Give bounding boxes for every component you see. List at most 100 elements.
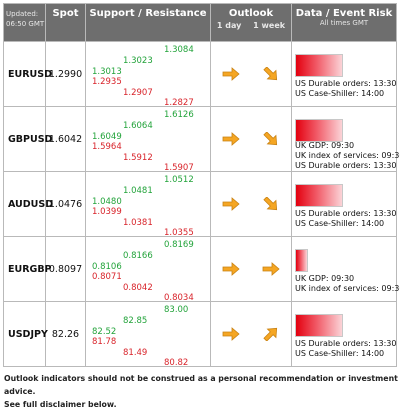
outlook-cell bbox=[210, 41, 292, 107]
support-1-value: 1.2935 bbox=[92, 77, 122, 87]
spot-value: 0.8097 bbox=[45, 236, 86, 302]
all-times-gmt-label: All times GMT bbox=[319, 19, 369, 27]
support-2-value: 1.5912 bbox=[123, 153, 153, 163]
support-3-value: 1.2827 bbox=[164, 98, 194, 108]
resistance-2-value: 1.3023 bbox=[123, 56, 153, 66]
event-item: US Durable orders: 13:30 bbox=[295, 161, 397, 170]
resistance-1-value: 1.0480 bbox=[92, 197, 122, 207]
table-body: EURUSD 1.2990 1.3084 1.3023 1.3013 1.2935 1.29… bbox=[3, 41, 400, 368]
updated-cell: Updated: 06:50 GMT bbox=[3, 3, 46, 42]
outlook-cell bbox=[210, 171, 292, 237]
outlook-cell bbox=[210, 106, 292, 172]
spot-header-label: Spot bbox=[52, 8, 79, 19]
support-resistance-cell: 0.8169 0.8166 0.8106 0.8071 0.8042 0.8034 bbox=[85, 236, 211, 303]
risk-level-bar bbox=[295, 119, 343, 142]
resistance-1-value: 1.6049 bbox=[92, 132, 122, 142]
event-item: US Case-Shiller: 14:00 bbox=[295, 349, 385, 358]
disclaimer: Outlook indicators should not be constru… bbox=[4, 372, 400, 411]
support-2-value: 1.0381 bbox=[123, 218, 153, 228]
support-2-value: 0.8042 bbox=[123, 283, 153, 293]
outlook-day-right-arrow-icon bbox=[222, 262, 240, 276]
pair-name: GBPUSD bbox=[3, 106, 52, 172]
event-risk-cell: US Durable orders: 13:30 US Case-Shiller:… bbox=[291, 171, 397, 237]
event-item: UK GDP: 09:30 bbox=[295, 274, 355, 283]
pair-name: AUDUSD bbox=[3, 171, 53, 237]
event-risk-cell: US Durable orders: 13:30 US Case-Shiller:… bbox=[291, 41, 397, 107]
event-item: UK index of services: 09:30 bbox=[295, 151, 400, 160]
event-item: UK index of services: 09:30 bbox=[295, 284, 400, 293]
table-row: AUDUSD 1.0476 1.0512 1.0481 1.0480 1.0399 1.03… bbox=[3, 171, 397, 238]
support-resistance-cell: 1.6126 1.6064 1.6049 1.5964 1.5912 1.5907 bbox=[85, 106, 211, 173]
spot-value: 82.26 bbox=[45, 301, 86, 367]
support-2-value: 81.49 bbox=[123, 348, 148, 358]
outlook-week-down-right-arrow-icon bbox=[262, 67, 280, 81]
support-1-value: 81.78 bbox=[92, 337, 117, 347]
support-1-value: 1.5964 bbox=[92, 142, 122, 152]
pair-name: EURGBP bbox=[3, 236, 52, 302]
spot-value: 1.2990 bbox=[45, 41, 86, 107]
table-row: EURUSD 1.2990 1.3084 1.3023 1.3013 1.2935 1.29… bbox=[3, 41, 397, 108]
event-risk-cell: UK GDP: 09:30 UK index of services: 09:30… bbox=[291, 106, 400, 172]
support-resistance-cell: 1.3084 1.3023 1.3013 1.2935 1.2907 1.2827 bbox=[85, 41, 211, 108]
spot-header: Spot bbox=[45, 3, 86, 42]
event-item: US Case-Shiller: 14:00 bbox=[295, 89, 385, 98]
outlook-day-right-arrow-icon bbox=[222, 67, 240, 81]
resistance-2-value: 1.6064 bbox=[123, 121, 153, 131]
support-3-value: 0.8034 bbox=[164, 293, 194, 303]
risk-level-bar bbox=[295, 54, 343, 77]
resistance-3-value: 1.3084 bbox=[164, 45, 194, 55]
spot-value: 1.6042 bbox=[45, 106, 86, 172]
table-row: GBPUSD 1.6042 1.6126 1.6064 1.6049 1.5964 1.59… bbox=[3, 106, 400, 173]
disclaimer-line-1: Outlook indicators should not be constru… bbox=[4, 374, 398, 396]
outlook-day-right-arrow-icon bbox=[222, 327, 240, 341]
table-row: EURGBP 0.8097 0.8169 0.8166 0.8106 0.8071 0.80… bbox=[3, 236, 400, 303]
fx-outlook-table-wrapper: Updated: 06:50 GMT Spot Support / Resist… bbox=[3, 3, 400, 368]
data-event-risk-header-label: Data / Event Risk bbox=[295, 8, 393, 19]
resistance-3-value: 0.8169 bbox=[164, 240, 194, 250]
outlook-cell bbox=[210, 301, 292, 367]
event-item: US Durable orders: 13:30 bbox=[295, 209, 397, 218]
outlook-week-right-arrow-icon bbox=[262, 262, 280, 276]
outlook-week-down-right-arrow-icon bbox=[262, 197, 280, 211]
resistance-2-value: 0.8166 bbox=[123, 251, 153, 261]
table-header: Updated: 06:50 GMT Spot Support / Resist… bbox=[3, 3, 397, 42]
outlook-day-label: 1 day bbox=[216, 21, 242, 30]
outlook-day-right-arrow-icon bbox=[222, 132, 240, 146]
support-resistance-cell: 83.00 82.85 82.52 81.78 81.49 80.82 bbox=[85, 301, 211, 368]
outlook-header-label: Outlook bbox=[228, 8, 274, 19]
outlook-week-up-right-arrow-icon bbox=[262, 327, 280, 341]
event-item: US Case-Shiller: 14:00 bbox=[295, 219, 385, 228]
support-3-value: 80.82 bbox=[164, 358, 189, 368]
resistance-2-value: 82.85 bbox=[123, 316, 148, 326]
resistance-1-value: 0.8106 bbox=[92, 262, 122, 272]
support-resistance-header-label: Support / Resistance bbox=[89, 8, 207, 19]
support-resistance-header: Support / Resistance bbox=[85, 3, 211, 42]
data-event-risk-header: Data / Event Risk All times GMT bbox=[291, 3, 397, 42]
resistance-3-value: 1.6126 bbox=[164, 110, 194, 120]
spot-value: 1.0476 bbox=[45, 171, 86, 237]
table-row: USDJPY 82.26 83.00 82.85 82.52 81.78 81.49 80.8… bbox=[3, 301, 397, 368]
outlook-cell bbox=[210, 236, 292, 302]
outlook-week-label: 1 week bbox=[253, 21, 286, 30]
outlook-day-right-arrow-icon bbox=[222, 197, 240, 211]
event-item: US Durable orders: 13:30 bbox=[295, 339, 397, 348]
resistance-2-value: 1.0481 bbox=[123, 186, 153, 196]
event-risk-cell: UK GDP: 09:30 UK index of services: 09:30 bbox=[291, 236, 400, 302]
support-2-value: 1.2907 bbox=[123, 88, 153, 98]
event-item: US Durable orders: 13:30 bbox=[295, 79, 397, 88]
resistance-3-value: 83.00 bbox=[164, 305, 189, 315]
risk-level-bar bbox=[295, 249, 308, 272]
support-resistance-cell: 1.0512 1.0481 1.0480 1.0399 1.0381 1.0355 bbox=[85, 171, 211, 238]
pair-name: EURUSD bbox=[3, 41, 52, 107]
updated-label: Updated: bbox=[6, 10, 39, 18]
pair-name: USDJPY bbox=[3, 301, 48, 367]
risk-level-bar bbox=[295, 314, 343, 337]
event-item: UK GDP: 09:30 bbox=[295, 141, 355, 150]
support-1-value: 0.8071 bbox=[92, 272, 122, 282]
updated-time: 06:50 GMT bbox=[6, 20, 45, 28]
risk-level-bar bbox=[295, 184, 343, 207]
fx-outlook-table: Updated: 06:50 GMT Spot Support / Resist… bbox=[3, 3, 400, 368]
support-3-value: 1.5907 bbox=[164, 163, 194, 173]
event-risk-cell: US Durable orders: 13:30 US Case-Shiller:… bbox=[291, 301, 397, 367]
support-1-value: 1.0399 bbox=[92, 207, 122, 217]
